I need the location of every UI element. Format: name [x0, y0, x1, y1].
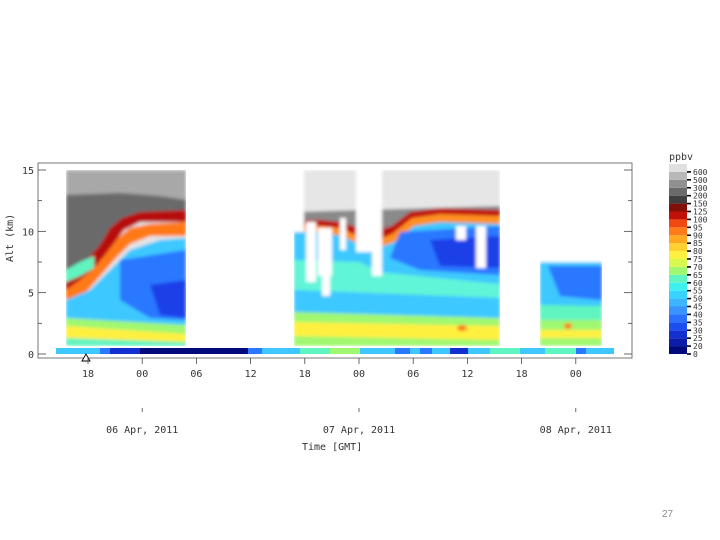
surface-segment [450, 348, 468, 354]
surface-segment [395, 348, 410, 354]
colorbar-swatch [669, 251, 687, 259]
colorbar-label: 60 [693, 279, 703, 288]
colorbar-swatch [669, 330, 687, 339]
surface-segment [545, 348, 576, 354]
colorbar-swatch [669, 211, 687, 220]
colorbar-swatch [669, 195, 687, 204]
x-axis: 18 00 06 12 18 00 06 12 18 00 [82, 358, 582, 380]
colorbar-swatch [669, 164, 687, 172]
heatmap-panel-middle [294, 170, 500, 346]
colorbar-label: 90 [693, 231, 703, 240]
colorbar-swatch [669, 290, 687, 299]
y-tick-label: 5 [28, 289, 34, 300]
surface-segment [520, 348, 545, 354]
colorbar-label: 35 [693, 318, 703, 327]
y-tick-label: 10 [22, 227, 34, 238]
colorbar-swatch [669, 203, 687, 212]
colorbar-swatch [669, 179, 687, 188]
colorbar-label: 300 [693, 184, 708, 193]
colorbar-swatch [669, 219, 687, 228]
surface-segment [140, 348, 248, 354]
date-label: 08 Apr, 2011 [540, 425, 612, 436]
colorbar-label: 40 [693, 310, 703, 319]
colorbar-swatch [669, 266, 687, 275]
surface-segment [110, 348, 140, 354]
colorbar-label: 70 [693, 263, 703, 272]
colorbar-swatch [669, 298, 687, 307]
colorbar-label: 20 [693, 342, 703, 351]
x-axis-title: Time [GMT] [302, 442, 362, 453]
colorbar-label: 25 [693, 334, 703, 343]
surface-segment [248, 348, 262, 354]
x-tick-label: 18 [82, 369, 94, 380]
slide-page-number: 27 [662, 509, 674, 520]
colorbar-swatch [669, 282, 687, 291]
colorbar-label: 500 [693, 176, 708, 185]
colorbar-swatch [669, 314, 687, 323]
colorbar-label: 75 [693, 255, 703, 264]
colorbar-swatch [669, 322, 687, 331]
colorbar-swatch [669, 171, 687, 180]
x-tick-label: 12 [461, 369, 473, 380]
colorbar-swatch [669, 235, 687, 244]
surface-segment [576, 348, 586, 354]
surface-segment [300, 348, 330, 354]
x-tick-label: 18 [299, 369, 311, 380]
y-axis-title: Alt (km) [5, 214, 16, 262]
colorbar-label: 85 [693, 239, 703, 248]
colorbar-label: 55 [693, 287, 703, 296]
surface-segment [432, 348, 450, 354]
colorbar-label: 100 [693, 215, 708, 224]
colorbar-label: 200 [693, 192, 708, 201]
y-axis: 0 5 10 15 [22, 166, 632, 361]
colorbar-swatch [669, 187, 687, 196]
surface-segment [262, 348, 300, 354]
colorbar-label: 30 [693, 326, 703, 335]
x-tick-label: 00 [570, 369, 582, 380]
x-tick-label: 06 [407, 369, 419, 380]
date-label: 06 Apr, 2011 [106, 425, 178, 436]
x-tick-label: 00 [353, 369, 365, 380]
colorbar-swatch [669, 227, 687, 236]
colorbar-label: 45 [693, 303, 703, 312]
date-label: 07 Apr, 2011 [323, 425, 395, 436]
colorbar-swatch [669, 346, 687, 354]
surface-ozone-strip [56, 348, 614, 354]
date-labels: 06 Apr, 2011 07 Apr, 2011 08 Apr, 2011 [106, 408, 612, 436]
colorbar-label: 0 [693, 350, 698, 359]
y-tick-label: 15 [22, 166, 34, 177]
x-tick-label: 06 [190, 369, 202, 380]
surface-segment [330, 348, 360, 354]
colorbar: 0202530354045505560657075808590951001251… [669, 164, 708, 359]
colorbar-swatch [669, 338, 687, 347]
colorbar-label: 150 [693, 200, 708, 209]
x-tick-label: 12 [245, 369, 257, 380]
surface-segment [420, 348, 432, 354]
colorbar-label: 95 [693, 223, 703, 232]
y-tick-label: 0 [28, 350, 34, 361]
surface-segment [56, 348, 100, 354]
colorbar-swatch [669, 243, 687, 252]
heatmap-panel-right-top [566, 170, 602, 182]
surface-segment [410, 348, 420, 354]
colorbar-swatch [669, 274, 687, 283]
colorbar-label: 600 [693, 168, 708, 177]
colorbar-unit: ppbv [669, 152, 693, 163]
colorbar-label: 65 [693, 271, 703, 280]
x-tick-label: 00 [136, 369, 148, 380]
surface-segment [586, 348, 614, 354]
x-tick-label: 18 [516, 369, 528, 380]
surface-segment [468, 348, 490, 354]
colorbar-swatch [669, 306, 687, 315]
heatmap-panel-right [540, 170, 602, 346]
colorbar-label: 80 [693, 247, 703, 256]
heatmap-panel-left [66, 170, 186, 346]
surface-segment [360, 348, 395, 354]
colorbar-swatch [669, 259, 687, 267]
surface-segment [490, 348, 520, 354]
colorbar-label: 50 [693, 295, 703, 304]
surface-segment [100, 348, 110, 354]
colorbar-label: 125 [693, 208, 708, 217]
